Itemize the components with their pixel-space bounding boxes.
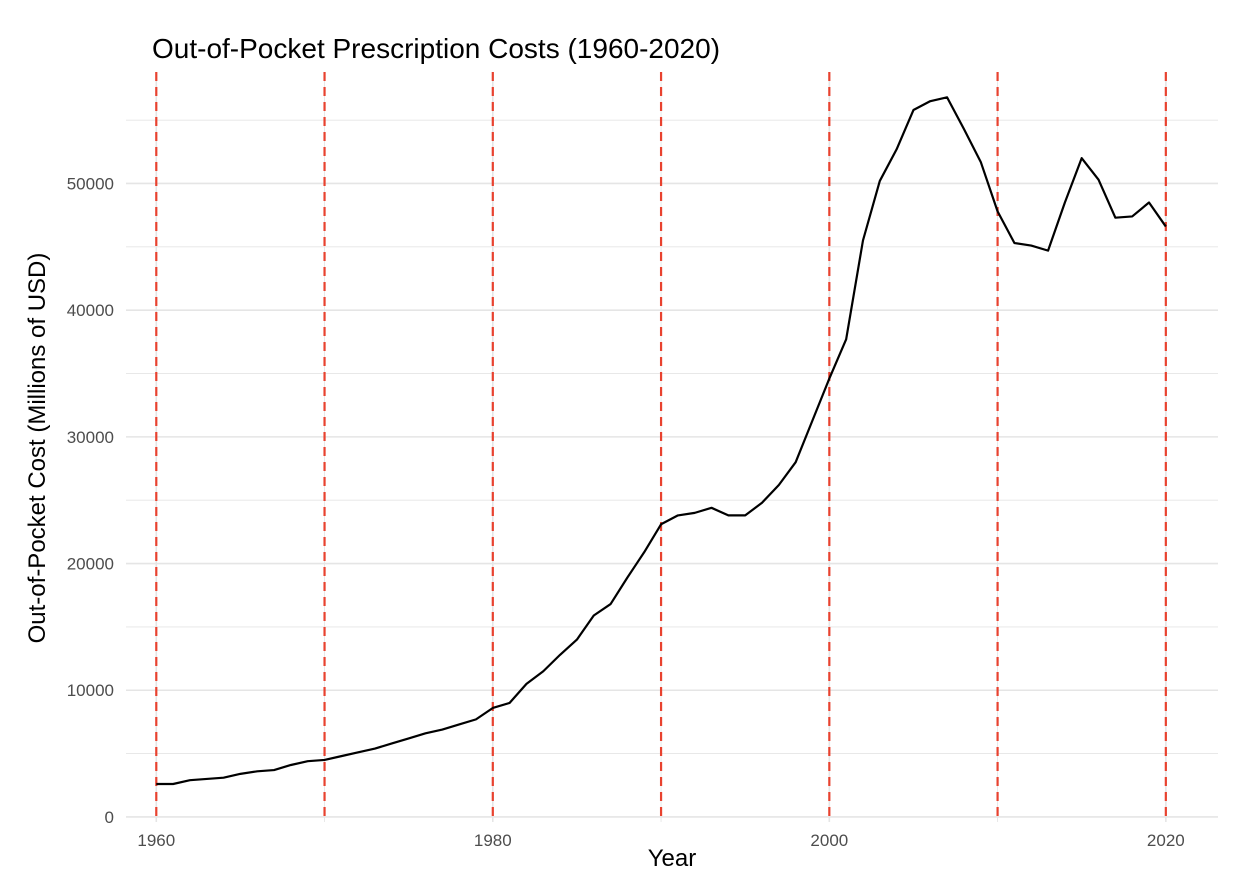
x-tick-label: 1980	[474, 831, 512, 850]
x-tick-label: 2000	[810, 831, 848, 850]
x-tick-label: 2020	[1147, 831, 1185, 850]
y-tick-label: 40000	[67, 301, 114, 320]
chart-title: Out-of-Pocket Prescription Costs (1960-2…	[152, 33, 720, 64]
x-tick-label: 1960	[137, 831, 175, 850]
data-series	[156, 96, 1167, 786]
y-tick-label: 50000	[67, 174, 114, 193]
series-line	[156, 96, 1167, 786]
y-tick-label: 30000	[67, 428, 114, 447]
axis-ticks: 1960 1980 2000 2020 0 10000 20000 30000 40000 500…	[67, 174, 1185, 850]
reference-lines	[155, 72, 1167, 822]
y-axis-title: Out-of-Pocket Cost (Millions of USD)	[24, 253, 51, 644]
y-tick-label: 10000	[67, 681, 114, 700]
grid	[126, 72, 1218, 822]
y-tick-label: 20000	[67, 555, 114, 574]
y-tick-label: 0	[105, 808, 114, 827]
x-axis-title: Year	[648, 845, 697, 872]
